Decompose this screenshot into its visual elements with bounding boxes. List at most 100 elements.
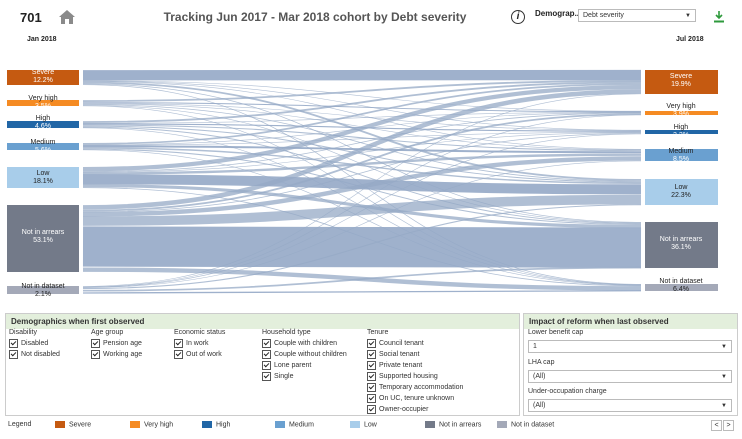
flow-6-3[interactable] <box>82 160 642 288</box>
checkbox-not-disabled[interactable]: Not disabled <box>9 349 60 360</box>
flow-5-0[interactable] <box>82 89 642 210</box>
flow-0-2[interactable] <box>82 80 642 131</box>
left-node-not-in-dataset[interactable] <box>7 286 79 294</box>
checkbox-checked-icon[interactable] <box>367 338 376 348</box>
flow-6-0[interactable] <box>82 93 642 287</box>
impact-filter-select[interactable]: 1 ▼ <box>528 340 732 353</box>
flow-1-6[interactable] <box>82 105 642 286</box>
flow-5-1[interactable] <box>82 113 642 212</box>
home-icon[interactable] <box>58 8 76 26</box>
flow-1-1[interactable] <box>82 102 642 113</box>
flow-0-3[interactable] <box>82 81 642 150</box>
checkbox-checked-icon[interactable] <box>367 349 376 359</box>
checkbox-checked-icon[interactable] <box>367 393 376 403</box>
flow-1-0[interactable] <box>82 80 642 102</box>
checkbox-checked-icon[interactable] <box>174 349 183 359</box>
flow-0-5[interactable] <box>82 83 642 223</box>
checkbox-checked-icon[interactable] <box>367 360 376 370</box>
info-icon[interactable]: i <box>511 10 525 24</box>
checkbox-on-uc-tenure-unknown[interactable]: On UC, tenure unknown <box>367 393 463 404</box>
right-node-label: Severe <box>669 73 693 80</box>
checkbox-checked-icon[interactable] <box>9 349 18 359</box>
flow-2-0[interactable] <box>82 81 642 123</box>
checkbox-temporary-accommodation[interactable]: Temporary accommodation <box>367 382 463 393</box>
download-icon[interactable] <box>714 10 724 23</box>
right-node-not-in-arrears[interactable] <box>645 222 718 268</box>
checkbox-couple-with-children[interactable]: Couple with children <box>262 338 347 349</box>
right-node-low[interactable] <box>645 179 718 205</box>
flow-3-4[interactable] <box>82 147 642 184</box>
checkbox-checked-icon[interactable] <box>91 349 100 359</box>
left-node-severe[interactable] <box>7 70 79 85</box>
demographic-select[interactable]: Debt severity ▼ <box>578 9 696 22</box>
right-node-severe[interactable] <box>645 70 718 94</box>
left-node-high[interactable] <box>7 121 79 128</box>
flow-2-1[interactable] <box>82 111 642 124</box>
flow-1-4[interactable] <box>82 104 642 182</box>
checkbox-supported-housing[interactable]: Supported housing <box>367 371 463 382</box>
checkbox-checked-icon[interactable] <box>91 338 100 348</box>
left-node-pct: 4.6% <box>35 123 51 130</box>
left-node-label: High <box>35 115 51 122</box>
checkbox-checked-icon[interactable] <box>262 360 271 370</box>
left-node-very-high[interactable] <box>7 100 79 106</box>
legend-label: Medium <box>289 421 314 429</box>
checkbox-checked-icon[interactable] <box>262 371 271 381</box>
checkbox-checked-icon[interactable] <box>9 338 18 348</box>
flow-5-2[interactable] <box>82 133 642 213</box>
flow-3-6[interactable] <box>82 149 642 286</box>
checkbox-checked-icon[interactable] <box>262 338 271 348</box>
flow-4-1[interactable] <box>82 112 642 173</box>
legend-label: Severe <box>69 421 92 429</box>
impact-filter-select[interactable]: (All) ▼ <box>528 370 732 383</box>
checkbox-disabled[interactable]: Disabled <box>9 338 60 349</box>
checkbox-private-tenant[interactable]: Private tenant <box>367 360 463 371</box>
flow-6-5[interactable] <box>82 266 642 292</box>
checkbox-council-tenant[interactable]: Council tenant <box>367 338 463 349</box>
impact-filter-value: 1 <box>533 343 537 350</box>
flow-0-1[interactable] <box>82 80 642 112</box>
flow-2-3[interactable] <box>82 124 642 152</box>
flow-0-4[interactable] <box>82 81 642 181</box>
left-node-medium[interactable] <box>7 143 79 150</box>
flow-3-0[interactable] <box>82 83 642 145</box>
checkbox-single[interactable]: Single <box>262 371 347 382</box>
checkbox-label: Pension age <box>103 340 142 347</box>
flow-6-4[interactable] <box>82 204 642 290</box>
flow-4-2[interactable] <box>82 132 642 173</box>
checkbox-pension-age[interactable]: Pension age <box>91 338 142 349</box>
right-node-very-high[interactable] <box>645 111 718 115</box>
checkbox-checked-icon[interactable] <box>174 338 183 348</box>
checkbox-working-age[interactable]: Working age <box>91 349 142 360</box>
flow-1-2[interactable] <box>82 103 642 131</box>
left-node-low[interactable] <box>7 167 79 188</box>
checkbox-label: In work <box>186 340 209 347</box>
flow-2-4[interactable] <box>82 125 642 183</box>
flow-5-3[interactable] <box>82 156 642 217</box>
flow-2-5[interactable] <box>82 126 642 225</box>
flow-6-2[interactable] <box>82 133 642 288</box>
checkbox-out-of-work[interactable]: Out of work <box>174 349 225 360</box>
checkbox-checked-icon[interactable] <box>367 371 376 381</box>
checkbox-checked-icon[interactable] <box>262 349 271 359</box>
right-node-medium[interactable] <box>645 149 718 161</box>
checkbox-couple-without-children[interactable]: Couple without children <box>262 349 347 360</box>
checkbox-lone-parent[interactable]: Lone parent <box>262 360 347 371</box>
impact-filter-select[interactable]: (All) ▼ <box>528 399 732 412</box>
checkbox-checked-icon[interactable] <box>367 382 376 392</box>
impact-filter-label: LHA cap <box>528 359 555 366</box>
flow-4-0[interactable] <box>82 85 642 172</box>
right-node-not-in-dataset[interactable] <box>645 284 718 291</box>
checkbox-owner-occupier[interactable]: Owner-occupier <box>367 404 463 415</box>
prev-button[interactable]: < <box>711 420 722 431</box>
next-button[interactable]: > <box>723 420 734 431</box>
flow-6-1[interactable] <box>82 114 642 288</box>
left-node-not-in-arrears[interactable] <box>7 205 79 272</box>
flow-4-3[interactable] <box>82 153 642 175</box>
checkbox-social-tenant[interactable]: Social tenant <box>367 349 463 360</box>
flow-6-6[interactable] <box>82 290 642 294</box>
checkbox-in-work[interactable]: In work <box>174 338 225 349</box>
checkbox-checked-icon[interactable] <box>367 404 376 414</box>
flow-3-2[interactable] <box>82 131 642 146</box>
right-node-high[interactable] <box>645 130 718 134</box>
